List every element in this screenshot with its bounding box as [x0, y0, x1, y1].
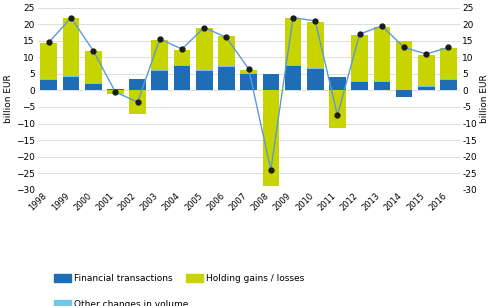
- Bar: [196, 69, 212, 71]
- Bar: [107, 90, 124, 94]
- Bar: [240, 69, 257, 73]
- Bar: [396, 41, 412, 90]
- Bar: [85, 84, 102, 90]
- Bar: [418, 55, 434, 86]
- Bar: [262, 74, 279, 90]
- Bar: [352, 81, 368, 82]
- Bar: [85, 83, 102, 84]
- Bar: [196, 28, 212, 69]
- Bar: [174, 65, 190, 90]
- Bar: [151, 71, 168, 90]
- Bar: [374, 81, 390, 82]
- Bar: [40, 43, 57, 80]
- Y-axis label: billion EUR: billion EUR: [4, 74, 13, 123]
- Bar: [218, 67, 235, 90]
- Bar: [329, 90, 346, 129]
- Bar: [440, 48, 457, 80]
- Bar: [63, 76, 79, 77]
- Bar: [374, 27, 390, 81]
- Bar: [374, 82, 390, 90]
- Bar: [240, 73, 257, 74]
- Bar: [151, 69, 168, 71]
- Bar: [307, 69, 323, 90]
- Bar: [40, 80, 57, 90]
- Bar: [284, 18, 301, 65]
- Bar: [218, 66, 235, 67]
- Bar: [174, 50, 190, 65]
- Bar: [396, 90, 412, 97]
- Bar: [63, 77, 79, 90]
- Bar: [151, 40, 168, 69]
- Bar: [63, 18, 79, 76]
- Bar: [85, 51, 102, 83]
- Bar: [107, 89, 124, 90]
- Bar: [284, 65, 301, 90]
- Bar: [218, 36, 235, 66]
- Bar: [129, 79, 146, 90]
- Bar: [352, 35, 368, 81]
- Y-axis label: billion EUR: billion EUR: [480, 74, 489, 123]
- Bar: [352, 82, 368, 90]
- Bar: [418, 86, 434, 87]
- Bar: [307, 68, 323, 69]
- Bar: [196, 71, 212, 90]
- Bar: [262, 90, 279, 186]
- Bar: [307, 21, 323, 68]
- Bar: [440, 80, 457, 90]
- Bar: [329, 77, 346, 90]
- Bar: [240, 74, 257, 90]
- Bar: [129, 90, 146, 114]
- Bar: [418, 87, 434, 90]
